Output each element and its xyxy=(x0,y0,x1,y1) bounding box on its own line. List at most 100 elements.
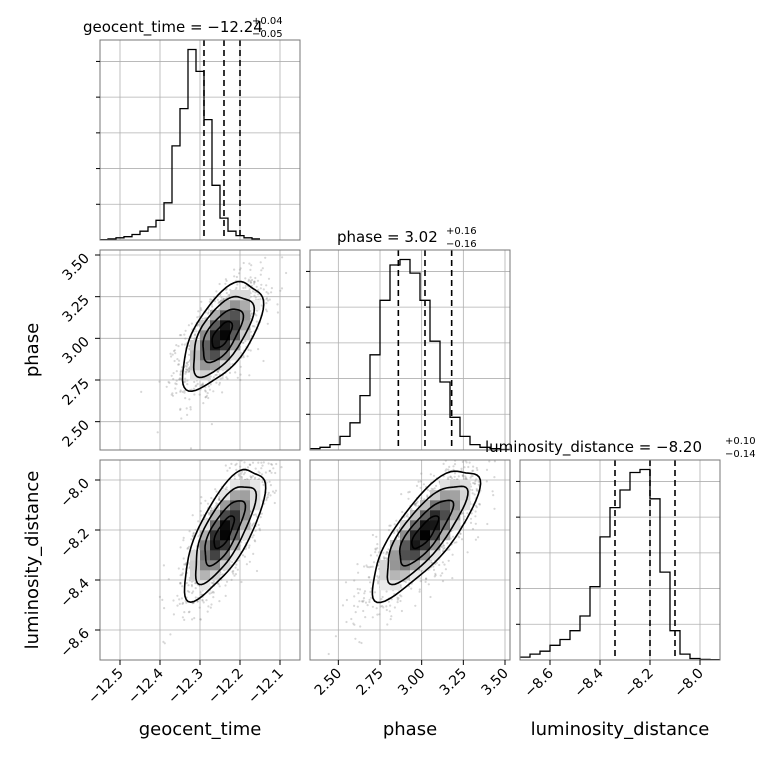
density-cell xyxy=(220,520,231,531)
sample-point xyxy=(210,423,213,426)
sample-point xyxy=(204,396,207,399)
density-cell xyxy=(210,550,221,561)
sample-point xyxy=(441,561,444,564)
sample-point xyxy=(192,535,195,538)
sample-point xyxy=(199,510,202,513)
sample-point xyxy=(486,522,489,526)
sample-point xyxy=(469,517,473,520)
sample-point xyxy=(453,475,456,478)
density-cell xyxy=(210,560,221,571)
sample-point xyxy=(200,383,203,386)
sample-point xyxy=(188,368,191,371)
sample-point xyxy=(242,356,245,359)
sample-point xyxy=(262,461,265,464)
sample-point xyxy=(474,538,477,541)
density-cell xyxy=(220,350,231,361)
sample-point xyxy=(183,389,186,392)
sample-point xyxy=(185,581,188,585)
sample-point xyxy=(397,597,400,600)
sample-point xyxy=(233,275,236,278)
sample-point xyxy=(369,554,372,557)
sample-point xyxy=(179,390,182,393)
sample-point xyxy=(471,469,474,472)
sample-point xyxy=(264,471,267,474)
sample-point xyxy=(269,494,272,497)
density-cell xyxy=(430,540,441,551)
x-axis-label-luminosity-distance: luminosity_distance xyxy=(531,719,710,740)
sample-point xyxy=(366,604,369,607)
sample-point xyxy=(178,378,181,381)
phase-vs-luminosity-distance-contour xyxy=(411,515,440,550)
sample-point xyxy=(369,565,372,569)
sample-point xyxy=(466,457,468,459)
sample-point xyxy=(252,552,255,556)
sample-point xyxy=(248,374,251,377)
sample-point xyxy=(252,522,256,525)
sample-point xyxy=(447,559,450,562)
sample-point xyxy=(194,385,197,388)
sample-point xyxy=(285,271,288,275)
sample-point xyxy=(254,513,257,516)
density-cell xyxy=(430,490,441,501)
sample-point xyxy=(231,570,234,574)
sample-point xyxy=(184,563,187,566)
sample-point xyxy=(260,512,263,515)
sample-point xyxy=(477,453,479,455)
density-cell xyxy=(190,550,201,561)
sample-point xyxy=(199,591,202,594)
sample-point xyxy=(478,503,481,506)
sample-point xyxy=(345,598,348,602)
sample-point xyxy=(368,600,371,604)
geocent-time-x-tick-label: −12.5 xyxy=(85,666,127,708)
sample-point xyxy=(364,616,367,619)
sample-point xyxy=(387,548,390,551)
density-cell xyxy=(390,580,401,591)
sample-point xyxy=(466,512,469,515)
sample-point xyxy=(170,374,173,377)
density-cell xyxy=(420,560,431,571)
sample-point xyxy=(260,304,263,307)
sample-point xyxy=(224,464,227,467)
sample-point xyxy=(376,575,379,578)
density-cell xyxy=(440,510,451,521)
density-cell xyxy=(390,570,401,581)
sample-point xyxy=(377,580,380,583)
sample-point xyxy=(257,348,260,351)
density-cell xyxy=(240,490,251,501)
sample-point xyxy=(393,531,396,535)
sample-point xyxy=(186,368,189,372)
sample-point xyxy=(385,551,389,554)
sample-point xyxy=(399,599,402,603)
density-cell xyxy=(210,360,221,371)
geocent-time-vs-luminosity-distance-contour xyxy=(183,468,267,604)
sample-point xyxy=(194,596,197,599)
sample-point xyxy=(266,496,269,499)
sample-point xyxy=(210,581,213,584)
sample-point xyxy=(247,348,250,351)
luminosity-distance-y-tick-label: −8.2 xyxy=(57,526,92,561)
sample-point xyxy=(444,469,447,472)
sample-point xyxy=(200,384,203,387)
sample-point xyxy=(209,298,212,301)
sample-point xyxy=(281,256,284,259)
sample-point xyxy=(485,456,487,458)
sample-point xyxy=(191,514,194,517)
geocent-time-vs-luminosity-distance-contour xyxy=(213,515,236,550)
sample-point xyxy=(198,393,201,396)
sample-point xyxy=(248,262,251,265)
sample-point xyxy=(254,296,257,299)
sample-point xyxy=(274,489,278,492)
sample-point xyxy=(170,355,173,358)
sample-point xyxy=(211,582,214,585)
density-cell xyxy=(220,490,231,501)
sample-point xyxy=(185,601,188,604)
geocent-time-histogram xyxy=(100,48,260,241)
geocent-time-title: geocent_time = −12.24 xyxy=(83,18,263,37)
sample-point xyxy=(179,582,182,585)
sample-point xyxy=(184,370,187,373)
sample-point xyxy=(257,293,260,296)
sample-point xyxy=(358,641,361,644)
sample-point xyxy=(244,547,247,550)
sample-point xyxy=(387,600,390,603)
sample-point xyxy=(178,334,182,337)
